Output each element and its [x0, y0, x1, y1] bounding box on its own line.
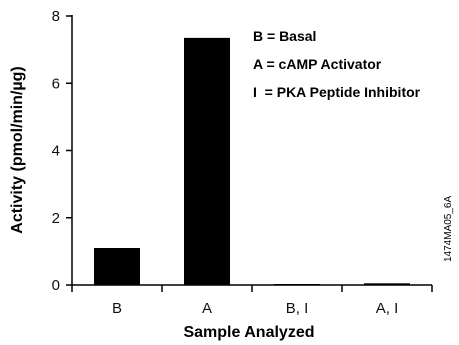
x-tick-label: A, I	[376, 300, 399, 317]
x-axis-title: Sample Analyzed	[183, 324, 314, 341]
y-tick-label: 2	[52, 210, 60, 227]
legend-entry-activator: A = cAMP Activator	[253, 56, 382, 72]
legend: B = Basal A = cAMP Activator I = PKA Pep…	[253, 28, 421, 100]
y-tick-label: 4	[52, 143, 60, 160]
x-tick-label: A	[202, 300, 212, 317]
x-tick-label: B	[112, 300, 122, 317]
bar-basal-inhibitor	[274, 283, 320, 285]
bars	[94, 37, 410, 286]
x-tick-label: B, I	[286, 300, 309, 317]
legend-entry-inhibitor: I = PKA Peptide Inhibitor	[253, 84, 421, 100]
y-axis-ticks	[66, 15, 72, 286]
y-tick-label: 0	[52, 277, 60, 294]
y-tick-label: 6	[52, 75, 60, 92]
bar-activator-inhibitor	[364, 283, 410, 285]
legend-entry-basal: B = Basal	[253, 28, 316, 44]
y-axis-title: Activity (pmol/min/µg)	[9, 66, 26, 233]
bar-camp-activator	[184, 37, 230, 286]
figure-id-label: 1474MA05_6A	[443, 196, 454, 262]
x-axis-tick-labels: B A B, I A, I	[112, 300, 398, 317]
y-axis-tick-labels: 0 2 4 6 8	[52, 8, 60, 294]
x-axis-ticks	[71, 285, 433, 292]
y-tick-label: 8	[52, 8, 60, 25]
bar-basal	[94, 248, 140, 285]
